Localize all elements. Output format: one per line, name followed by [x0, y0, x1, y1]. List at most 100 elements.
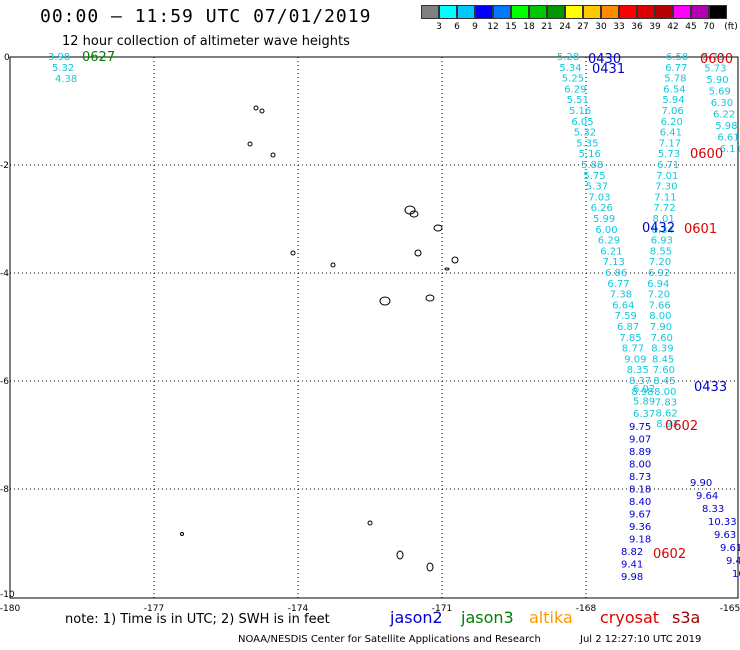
- island: [290, 250, 296, 256]
- legend-label: 6: [454, 22, 460, 32]
- swh-label: 6.37: [633, 409, 655, 420]
- swh-label: 6.41: [660, 128, 682, 139]
- swh-label: 7.20: [649, 257, 671, 268]
- legend-unit: (ft): [724, 22, 738, 32]
- swh-label: 6.64: [612, 300, 634, 311]
- legend-swatch: [691, 5, 709, 19]
- swh-label: 6.86: [605, 268, 627, 279]
- swh-label: 7.38: [610, 290, 632, 301]
- swh-label: 6.94: [647, 279, 669, 290]
- swh-label: 8.00: [649, 311, 671, 322]
- generated-timestamp: Jul 2 12:27:10 UTC 2019: [580, 634, 702, 645]
- legend-label: 3: [436, 22, 442, 32]
- swh-label: 7.01: [656, 171, 678, 182]
- swh-label: 6.54: [663, 84, 685, 95]
- swh-label: 6.77: [607, 279, 629, 290]
- satellite-name: cryosat: [600, 608, 660, 627]
- legend-swatch: [673, 5, 691, 19]
- swh-label: 6.22: [713, 110, 735, 121]
- island: [396, 550, 404, 560]
- swh-label: 9.41: [621, 560, 643, 571]
- y-tick-label: -2: [0, 161, 9, 171]
- swh-label: 6.26: [591, 203, 613, 214]
- legend-label: 70: [703, 22, 715, 32]
- swh-label: 6.30: [711, 98, 733, 109]
- swh-label: 6.29: [598, 236, 620, 247]
- swh-label: 9.18: [629, 535, 651, 546]
- island: [259, 108, 265, 114]
- swh-label: 8.45: [653, 376, 675, 387]
- swh-label: 3.98: [48, 52, 70, 63]
- swh-label: 6.11: [720, 144, 740, 155]
- swh-label: 7.59: [615, 311, 637, 322]
- island: [379, 296, 391, 306]
- legend-label: 21: [541, 22, 553, 32]
- swh-label: 7.60: [653, 365, 675, 376]
- swh-label: 9.90: [690, 478, 712, 489]
- swh-label: 5.98: [715, 121, 737, 132]
- swh-label: 9.98: [621, 572, 643, 583]
- y-tick-label: -6: [0, 377, 9, 387]
- legend-label: 30: [595, 22, 607, 32]
- island: [451, 256, 459, 264]
- legend-label: 9: [472, 22, 478, 32]
- island: [330, 262, 336, 268]
- swh-label: 4.38: [55, 74, 77, 85]
- swh-label: 7.17: [659, 138, 681, 149]
- x-tick-label: -171: [432, 604, 452, 614]
- satellite-name: jason3: [461, 608, 514, 627]
- swh-label: 6.87: [617, 322, 639, 333]
- swh-label: 8.33: [702, 504, 724, 515]
- swh-label: 5.89: [633, 397, 655, 408]
- swh-label: 8.93: [656, 419, 678, 430]
- swh-label: 10.33: [708, 517, 737, 528]
- swh-label: 8.00: [629, 460, 651, 471]
- swh-label: 9.75: [629, 422, 651, 433]
- time-label: 0433: [694, 380, 727, 395]
- y-tick-label: -8: [0, 485, 9, 495]
- swh-label: 6.73: [702, 52, 724, 63]
- swh-label: 5.16: [569, 106, 591, 117]
- swh-label: 6.93: [651, 236, 673, 247]
- swh-label: 5.94: [662, 95, 684, 106]
- x-tick-label: -174: [288, 604, 309, 614]
- swh-label: 9.61: [720, 543, 740, 554]
- swh-label: 8.73: [629, 472, 651, 483]
- swh-label: 5.16: [579, 149, 601, 160]
- swh-label: 8.39: [651, 344, 673, 355]
- swh-label: 8.34: [652, 225, 674, 236]
- swh-label: 8.55: [650, 246, 672, 257]
- legend-swatch: [565, 5, 583, 19]
- legend-label: 27: [577, 22, 589, 32]
- swh-label: 5.51: [567, 95, 589, 106]
- time-label: 0600: [700, 52, 733, 67]
- swh-label: 8.89: [629, 447, 651, 458]
- swh-label: 8.62: [656, 408, 678, 419]
- time-label: 0600: [690, 147, 723, 162]
- satellite-name: jason2: [390, 608, 443, 627]
- y-tick-label: 0: [4, 53, 10, 63]
- legend-swatch: [619, 5, 637, 19]
- swh-label: 8.35: [627, 365, 649, 376]
- swh-label: 8.45: [652, 354, 674, 365]
- swh-label: 5.32: [574, 128, 596, 139]
- swh-label: 5.37: [586, 182, 608, 193]
- swh-label: 7.83: [655, 398, 677, 409]
- swh-label: 9.07: [629, 435, 651, 446]
- swh-label: 6.58: [666, 52, 688, 63]
- x-tick-label: -168: [576, 604, 597, 614]
- swh-label: 7.85: [619, 333, 641, 344]
- swh-label: 8.40: [629, 497, 651, 508]
- island: [433, 224, 443, 232]
- legend-swatch: [583, 5, 601, 19]
- swh-label: 6.05: [571, 117, 593, 128]
- legend-swatch: [511, 5, 529, 19]
- x-tick-label: -177: [144, 604, 164, 614]
- island: [253, 105, 259, 111]
- swh-label: 6.00: [595, 225, 617, 236]
- map-title: 00:00 — 11:59 UTC 07/01/2019: [40, 6, 372, 27]
- legend-label: 42: [667, 22, 679, 32]
- swh-label: 6.71: [657, 160, 679, 171]
- swh-label: 5.88: [581, 160, 603, 171]
- swh-label: 9.64: [696, 491, 718, 502]
